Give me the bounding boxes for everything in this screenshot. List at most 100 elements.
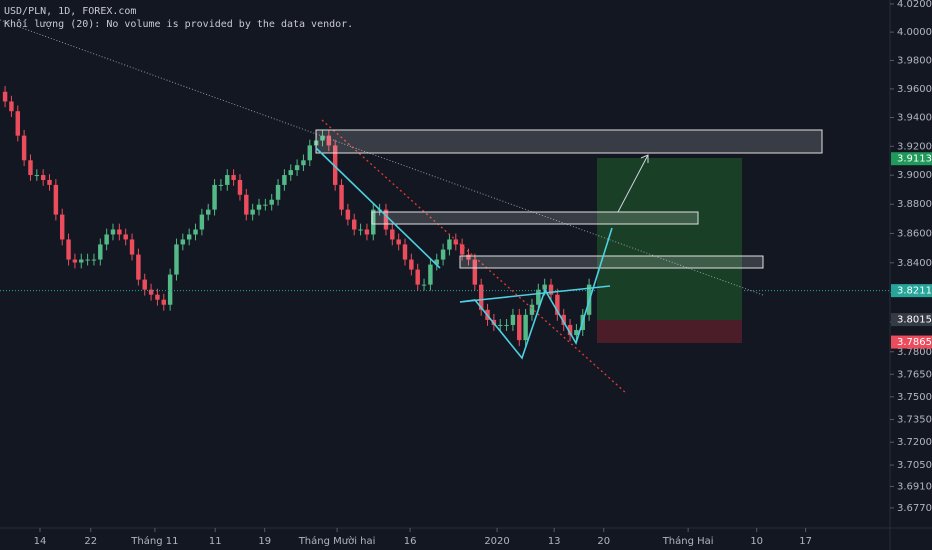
candle-body <box>47 179 52 185</box>
candle-body <box>548 284 554 295</box>
candle-body <box>212 184 217 210</box>
candle-body <box>307 145 313 161</box>
candle-body <box>205 209 211 215</box>
x-tick-label: 10 <box>750 536 763 547</box>
pattern-line <box>315 147 441 269</box>
candle-body <box>174 244 179 275</box>
candle-body <box>98 244 103 260</box>
candle-body <box>345 209 351 220</box>
candle-body <box>383 209 389 230</box>
candle-body <box>275 184 281 200</box>
price-tag <box>891 335 932 349</box>
candle-body <box>466 254 471 260</box>
x-tick-label: 11 <box>209 536 222 547</box>
candle-body <box>28 160 33 176</box>
y-tick-label: 3.96000 <box>897 84 932 95</box>
candle-body <box>256 204 262 210</box>
x-tick-label: Tháng Mười hai <box>298 535 376 547</box>
candle-body <box>434 259 439 265</box>
x-tick-label: Tháng 11 <box>130 535 178 547</box>
candle-body <box>161 299 167 305</box>
candle-body <box>180 239 186 245</box>
y-tick-label: 3.70500 <box>897 460 932 471</box>
zone-box <box>315 129 823 154</box>
candle-body <box>567 324 573 336</box>
candle-body <box>428 264 433 285</box>
candle-body <box>459 244 465 255</box>
candle-body <box>574 330 579 336</box>
candle-body <box>53 184 59 215</box>
y-tick-label: 4.00000 <box>897 27 932 38</box>
candle-body <box>66 239 71 260</box>
candle-body <box>478 284 484 310</box>
y-tick-label: 3.75000 <box>897 392 932 403</box>
chart-title: USD/PLN, 1D, FOREX.com <box>4 6 136 17</box>
candle-body <box>59 214 65 240</box>
candle-body <box>237 179 243 195</box>
y-tick-label: 3.92000 <box>897 141 932 152</box>
x-tick-label: 14 <box>34 536 47 547</box>
trend-line <box>0 19 764 296</box>
candle-body <box>148 289 154 295</box>
x-tick-label: 2020 <box>484 536 509 547</box>
candle-body <box>123 234 128 240</box>
candle-body <box>2 91 8 102</box>
stop-zone <box>597 320 742 343</box>
y-tick-label: 3.86000 <box>897 228 932 239</box>
price-tag <box>891 152 932 166</box>
candle-body <box>9 101 14 112</box>
candle-body <box>40 175 46 180</box>
x-tick-label: 17 <box>799 536 812 547</box>
x-tick-label: Tháng Hai <box>662 535 714 547</box>
candle-body <box>288 170 293 176</box>
candle-body <box>517 314 522 341</box>
candle-body <box>542 284 547 290</box>
candle-body <box>364 229 370 235</box>
candle-body <box>440 249 446 260</box>
candle-body <box>358 229 363 231</box>
candle-body <box>339 184 344 210</box>
candle-body <box>129 239 135 255</box>
target-zone <box>597 158 742 320</box>
candle-body <box>15 111 20 136</box>
candle-body <box>167 274 173 305</box>
candle-body <box>250 209 255 215</box>
candle-body <box>136 254 141 280</box>
candle-body <box>72 259 78 263</box>
candle-body <box>231 175 236 180</box>
y-tick-label: 3.98000 <box>897 55 932 66</box>
candle-body <box>85 259 90 261</box>
axes: 4.02000 4.00000 3.98000 3.96000 3.94000 3.920… <box>34 0 932 547</box>
drawings <box>0 19 823 394</box>
candle-body <box>371 209 376 235</box>
chart-subtitle: Khối lượng (20): No volume is provided b… <box>4 18 353 30</box>
candle-body <box>34 175 40 177</box>
y-tick-label: 3.90000 <box>897 170 932 181</box>
candle-body <box>193 229 198 235</box>
candle-body <box>91 259 97 261</box>
y-tick-label: 3.69100 <box>897 481 932 492</box>
candle-body <box>498 324 503 326</box>
price-tag-label: 3.78652 <box>897 337 932 348</box>
candle-body <box>294 165 300 171</box>
y-tick-label: 3.84000 <box>897 258 932 269</box>
zone-box <box>371 211 699 225</box>
arrow <box>617 154 649 213</box>
candle-body <box>301 160 306 166</box>
candle-body <box>352 219 357 230</box>
candle-body <box>536 289 541 305</box>
candle-body <box>79 259 84 263</box>
zone-box <box>459 255 764 269</box>
y-tick-label: 3.73500 <box>897 414 932 425</box>
y-tick-label: 3.88000 <box>897 199 932 210</box>
candle-body <box>263 204 268 206</box>
candle-body <box>510 314 516 325</box>
candle-body <box>504 324 509 326</box>
candle-body <box>561 314 566 325</box>
x-tick-label: 16 <box>404 536 417 547</box>
price-tag <box>891 313 932 327</box>
candle-body <box>396 239 401 245</box>
